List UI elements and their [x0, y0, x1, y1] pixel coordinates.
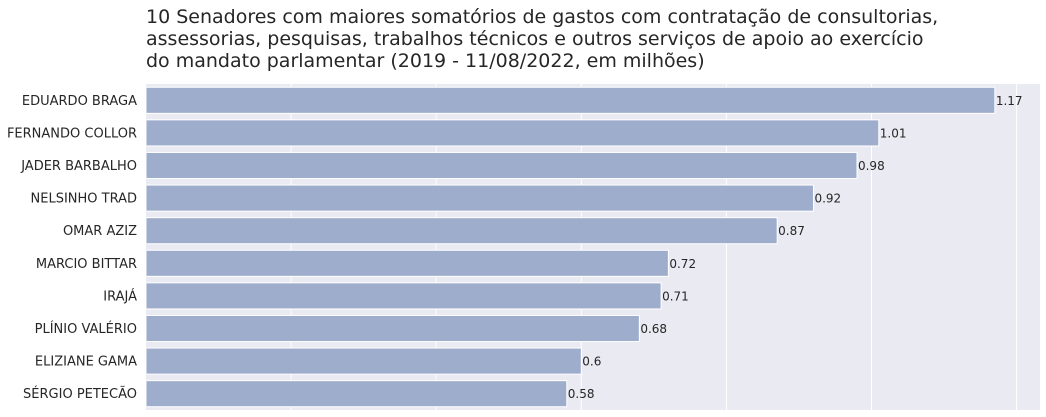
- category-label: OMAR AZIZ: [63, 224, 137, 239]
- data-label: 0.92: [814, 192, 841, 206]
- data-label: 1.17: [996, 94, 1023, 108]
- category-label: NELSINHO TRAD: [31, 192, 137, 207]
- bars: [145, 86, 996, 408]
- bar: [145, 282, 662, 310]
- chart-title: 10 Senadores com maiores somatórios de g…: [146, 6, 939, 72]
- category-label: ELIZIANE GAMA: [35, 355, 137, 370]
- category-label: PLÍNIO VALÉRIO: [35, 321, 137, 337]
- category-label: JADER BARBALHO: [20, 159, 137, 174]
- data-label: 0.98: [858, 159, 885, 173]
- bar: [145, 217, 778, 245]
- category-label: MARCIO BITTAR: [36, 257, 137, 272]
- data-label: 0.87: [778, 224, 805, 238]
- bar: [145, 119, 880, 147]
- bar: [145, 184, 814, 212]
- bar: [145, 347, 582, 375]
- data-label: 0.68: [640, 322, 667, 336]
- value-labels: 1.17 1.01 0.98 0.92 0.87 0.72 0.71 0.68 0.6 0.58: [568, 94, 1023, 401]
- bar: [145, 151, 858, 180]
- category-label: IRAJÁ: [103, 288, 137, 304]
- category-label: EDUARDO BRAGA: [22, 94, 137, 109]
- bar: [145, 314, 640, 343]
- data-label: 0.58: [568, 387, 595, 401]
- category-labels: EDUARDO BRAGA FERNANDO COLLOR JADER BARBAL…: [7, 94, 137, 402]
- data-label: 0.71: [662, 289, 689, 303]
- bar: [145, 380, 568, 408]
- category-label: FERNANDO COLLOR: [7, 126, 137, 141]
- data-label: 0.6: [582, 355, 601, 369]
- bar: [145, 249, 669, 277]
- bar: [145, 86, 996, 114]
- data-label: 1.01: [880, 126, 907, 140]
- category-label: SÉRGIO PETECÃO: [23, 386, 137, 402]
- data-label: 0.72: [669, 257, 696, 271]
